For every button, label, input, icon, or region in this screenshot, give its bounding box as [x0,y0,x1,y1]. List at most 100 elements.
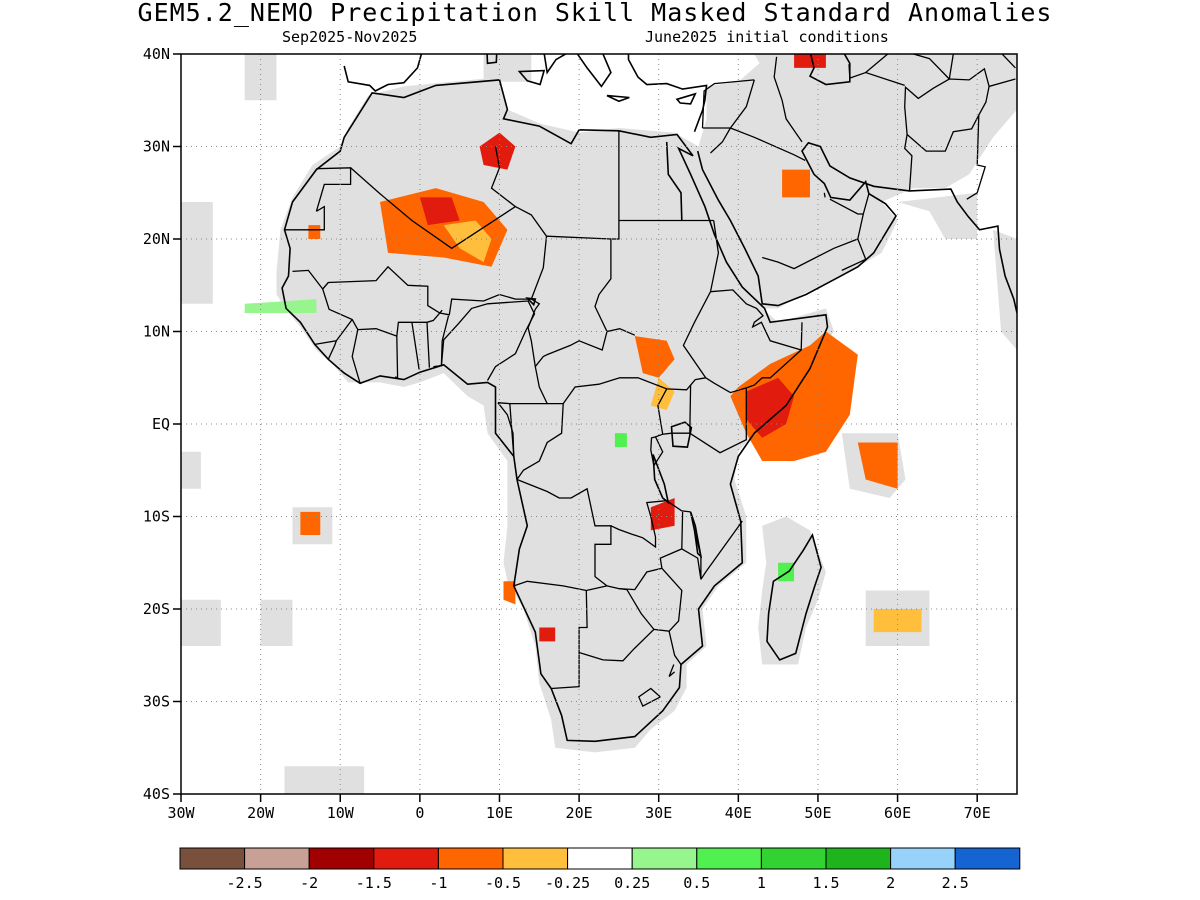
lon-label: 20E [566,804,593,822]
coastline [281,79,829,743]
country-border [433,315,450,368]
country-border [650,436,664,466]
mask-region [897,192,978,239]
indian-ocean-east-anomaly [857,442,898,489]
lon-label: 50E [804,804,831,822]
coastline [665,141,683,221]
namibia-coast-anomaly [503,581,516,605]
country-border [637,687,661,708]
country-border [829,198,864,215]
coastline [343,54,423,92]
lat-label: 20S [143,600,170,618]
country-border [662,497,691,513]
sudan-ss-yellow-anomaly [650,377,675,411]
coastline [670,421,693,448]
initial-conditions-label: June2025 initial conditions [645,28,889,46]
country-border [865,54,889,73]
sudan-ss-anomaly [634,336,675,378]
country-border [327,340,337,360]
mask-region [483,54,532,82]
sahara-core-red-anomaly [419,197,460,226]
lon-label: 20W [247,804,275,822]
season-label: Sep2025-Nov2025 [282,28,418,46]
madagascar-green-anomaly [778,562,795,582]
country-border [848,64,905,87]
mask-region [181,202,213,304]
mask-region [993,229,1017,350]
colorbar-swatch [631,847,698,870]
botswana-red-anomaly [539,627,556,642]
country-border [966,115,987,200]
mask-region [181,451,201,489]
country-border [689,387,747,454]
country-border [516,478,684,591]
country-border [546,235,611,240]
country-border [653,567,683,632]
south-atl-orange-anomaly [300,511,321,535]
country-border [682,220,803,394]
atlantic-green-anomaly [244,299,317,313]
colorbar-swatch [760,847,827,870]
colorbar-label: 2.5 [942,874,969,892]
country-border [497,402,548,405]
colorbar-swatch [179,847,246,870]
country-border [284,205,325,231]
country-border [321,265,541,367]
colorbar-label: 1 [757,874,766,892]
lat-label: 20N [143,230,170,248]
country-border [904,67,1016,191]
coastline [689,511,703,559]
colorbar-swatch [244,847,310,870]
country-border [710,127,731,154]
lon-label: 30E [645,804,672,822]
libya-red-anomaly [479,132,516,170]
country-border [411,322,420,370]
lake-malawi-red-anomaly [650,498,675,531]
country-border [534,331,706,405]
colorbar-label: 2 [886,874,895,892]
gridlines [181,54,1017,794]
lat-label: 40N [143,45,170,63]
lat-label: 10S [143,508,170,526]
lon-label: 10W [327,804,355,822]
country-border [440,300,536,381]
coastline [606,94,630,103]
country-border [948,54,1016,80]
lon-label: 40E [725,804,752,822]
country-border [513,580,608,592]
country-border [912,54,950,80]
colorbar-swatch [890,847,956,870]
lon-label: 0 [415,804,424,822]
country-border [701,79,755,129]
figure-title: GEM5.2_NEMO Precipitation Skill Masked S… [137,0,1053,27]
coastline [517,69,546,86]
horn-red-anomaly [746,377,795,438]
country-border [668,631,682,665]
country-border [497,402,515,457]
lon-label: 60E [884,804,911,822]
iraq-iran-red-anomaly [782,169,810,198]
reunion-yellow-anomaly [873,609,922,633]
country-border [351,329,361,384]
country-border [702,79,755,129]
colorbar-label: -1.5 [356,874,392,892]
colorbar-label: -0.25 [545,874,590,892]
country-border [490,146,516,208]
lat-label: 30S [143,693,170,711]
colorbar-swatch [308,847,375,870]
country-border [315,167,352,212]
country-border [594,130,636,336]
colorbar-swatch [502,847,569,870]
colorbar-label: 0.25 [614,874,650,892]
colorbar-label: -2 [300,874,318,892]
colorbar-swatch [373,847,439,870]
anomaly-layer [244,54,922,642]
country-border [516,403,564,480]
mask-region [284,766,365,794]
country-border [426,322,431,368]
mask-region [244,54,277,101]
coastline [808,54,851,86]
colorbar-swatch [825,847,892,870]
